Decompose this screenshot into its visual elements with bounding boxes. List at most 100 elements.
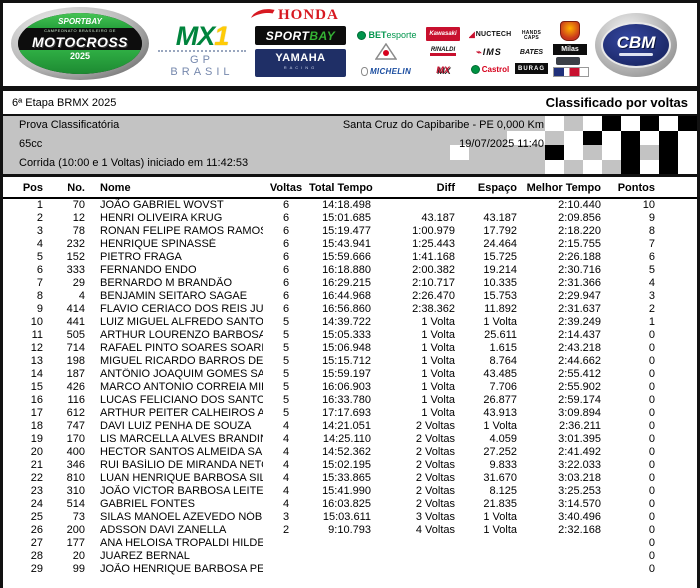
striped-flag-logo xyxy=(553,67,589,77)
results-body: 1 70 JOÃO GABRIEL WOVST 6 14:18.498 2:10.440 1… xyxy=(3,198,697,576)
cell-pontos: 0 xyxy=(648,394,655,406)
cell-spacer xyxy=(663,368,697,381)
cell-espaco: 1 Volta xyxy=(483,511,517,523)
cell-no: 426 xyxy=(66,381,85,393)
flag-square xyxy=(583,145,602,160)
result-row: 23 310 JOÃO VICTOR BARBOSA LEITE 4 15:41.990… xyxy=(3,485,697,498)
flag-square xyxy=(621,145,640,160)
cell-spacer xyxy=(663,329,697,342)
cell-voltas: 6 xyxy=(282,251,290,263)
cell-voltas: 4 xyxy=(282,446,290,458)
cell-total: 16:03.825 xyxy=(322,498,371,510)
cell-pontos: 0 xyxy=(648,407,655,419)
cell-pos: 22 xyxy=(30,472,43,484)
cell-melhor: 2:41.492 xyxy=(558,446,601,458)
cell-espaco xyxy=(459,550,521,563)
cell-melhor: 3:14.570 xyxy=(558,498,601,510)
header-divider-bar xyxy=(3,86,697,91)
cell-spacer xyxy=(663,485,697,498)
cell-voltas xyxy=(263,550,309,563)
cell-spacer xyxy=(663,290,697,303)
flag-square xyxy=(526,130,545,145)
cbm-subtitle-bar xyxy=(619,52,653,56)
cell-total: 14:52.362 xyxy=(322,446,371,458)
cell-spacer xyxy=(663,472,697,485)
cell-voltas: 3 xyxy=(282,511,290,523)
col-total-tempo: Total Tempo xyxy=(309,178,375,199)
col-pos: Pos xyxy=(3,178,49,199)
flag-square xyxy=(469,160,488,175)
result-row: 10 441 LUIZ MIGUEL ALFREDO SANTOS 5 14:39.72… xyxy=(3,316,697,329)
result-row: 2 12 HENRI OLIVEIRA KRUG 6 15:01.685 43.187 43… xyxy=(3,212,697,225)
cell-spacer xyxy=(663,277,697,290)
cell-nome: JUAREZ BERNAL xyxy=(100,550,190,562)
cell-spacer xyxy=(663,225,697,238)
cell-nome: JOÃO GABRIEL WOVST xyxy=(100,199,224,211)
cell-total: 16:18.880 xyxy=(322,264,371,276)
cell-total: 16:44.968 xyxy=(322,290,371,302)
cell-pos: 3 xyxy=(36,225,43,237)
result-row: 25 73 SILAS MANOEL AZEVEDO NÓBRE 3 15:03.611… xyxy=(3,511,697,524)
mini-badge-icon xyxy=(556,57,580,65)
cell-diff: 2 Voltas xyxy=(415,485,455,497)
cell-total: 15:19.477 xyxy=(322,225,371,237)
result-row: 22 810 LUAN HENRIQUE BARBOSA SILV 4 15:33.86… xyxy=(3,472,697,485)
flag-square xyxy=(583,130,602,145)
cell-voltas: 5 xyxy=(282,381,290,393)
cell-pontos: 0 xyxy=(648,329,655,341)
cell-pos: 28 xyxy=(30,550,43,562)
cell-no: 747 xyxy=(66,420,85,432)
cell-pontos: 4 xyxy=(648,277,655,289)
cell-total: 16:06.903 xyxy=(322,381,371,393)
cell-voltas: 4 xyxy=(282,472,290,484)
cell-total xyxy=(309,550,375,563)
cell-pontos: 0 xyxy=(648,355,655,367)
cell-no: 4 xyxy=(78,290,85,302)
cell-nome: LIS MARCELLA ALVES BRANDINO xyxy=(100,433,263,445)
cell-pos: 12 xyxy=(30,342,43,354)
cell-espaco: 7.706 xyxy=(489,381,517,393)
red-underline xyxy=(430,53,456,56)
event-title: 6ª Etapa BRMX 2025 xyxy=(12,96,117,109)
cell-melhor: 2:55.412 xyxy=(558,368,601,380)
cell-total xyxy=(309,537,375,550)
cell-spacer xyxy=(663,316,697,329)
flag-square xyxy=(583,159,602,174)
cell-voltas: 6 xyxy=(282,290,290,302)
cell-diff xyxy=(375,537,459,550)
cell-espaco: 19.214 xyxy=(483,264,517,276)
page-title: Classificado por voltas xyxy=(545,95,688,110)
cell-spacer xyxy=(663,498,697,511)
cell-spacer xyxy=(663,550,697,563)
cell-pontos: 0 xyxy=(648,498,655,510)
cell-espaco: 24.464 xyxy=(483,238,517,250)
cell-no: 200 xyxy=(66,524,85,536)
cell-melhor: 3:25.253 xyxy=(558,485,601,497)
flag-square xyxy=(659,130,678,145)
cell-spacer xyxy=(663,511,697,524)
result-row: 3 78 RONAN FELIPE RAMOS RAMOS 6 15:19.477 1:0… xyxy=(3,225,697,238)
cell-spacer xyxy=(663,264,697,277)
result-row: 29 99 JOÃO HENRIQUE BARBOSA PERE 0 xyxy=(3,563,697,576)
cell-pos: 25 xyxy=(30,511,43,523)
cell-total: 15:15.712 xyxy=(322,355,371,367)
cell-espaco: 27.252 xyxy=(483,446,517,458)
cell-voltas: 4 xyxy=(282,459,290,471)
cell-melhor: 2:30.716 xyxy=(558,264,601,276)
cell-voltas xyxy=(263,537,309,550)
cell-voltas: 6 xyxy=(282,277,290,289)
result-row: 6 333 FERNANDO ENDO 6 16:18.880 2:00.382 19.21… xyxy=(3,264,697,277)
flag-square xyxy=(640,116,659,131)
cell-melhor: 2:18.220 xyxy=(558,225,601,237)
cell-espaco: 1 Volta xyxy=(483,316,517,328)
cell-no: 73 xyxy=(72,511,85,523)
cell-melhor: 3:09.894 xyxy=(558,407,601,419)
betesporte-logo: BETesporte xyxy=(353,28,421,42)
cell-no: 187 xyxy=(66,368,85,380)
cell-total: 14:39.722 xyxy=(322,316,371,328)
cell-melhor: 2:36.211 xyxy=(558,420,601,432)
result-row: 26 200 ADSSON DAVI ZANELLA 2 9:10.793 4 Volta… xyxy=(3,524,697,537)
cell-voltas: 6 xyxy=(282,199,290,211)
cell-spacer xyxy=(663,407,697,420)
cell-pos: 7 xyxy=(36,277,43,289)
